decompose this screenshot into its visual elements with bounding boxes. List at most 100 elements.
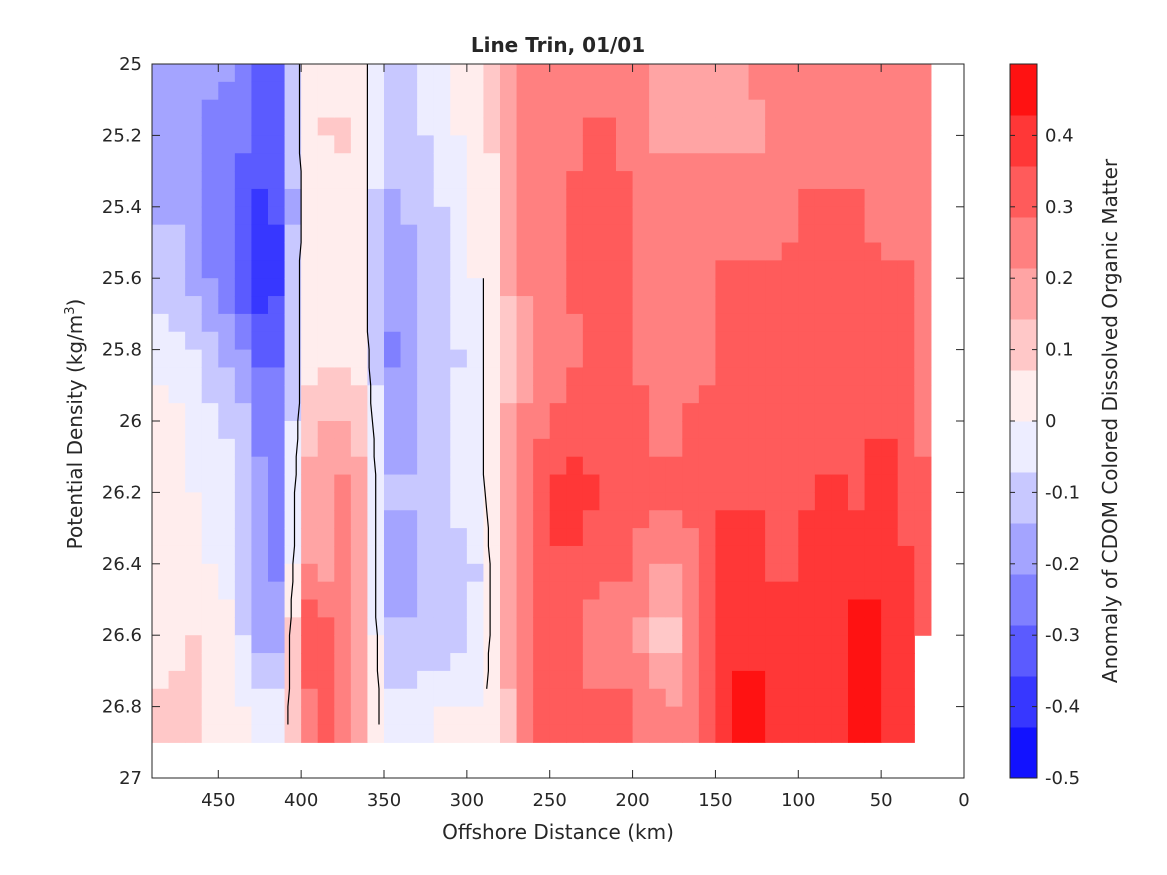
contour-cell (516, 528, 534, 547)
contour-cell (715, 403, 733, 422)
contour-cell (417, 135, 435, 154)
contour-cell (848, 421, 866, 440)
contour-cell (334, 135, 352, 154)
contour-cell (367, 438, 385, 458)
contour-cell (732, 688, 750, 708)
contour-cell (201, 153, 219, 172)
contour-cell (549, 724, 567, 743)
contour-cell (317, 135, 335, 154)
contour-cell (781, 617, 799, 636)
contour-cell (218, 81, 236, 101)
contour-cell (201, 296, 219, 315)
contour-cell (500, 474, 518, 493)
contour-cell (632, 688, 650, 708)
contour-cell (864, 99, 882, 119)
contour-cell (632, 260, 650, 279)
contour-cell (616, 260, 634, 279)
contour-cell (218, 670, 236, 690)
contour-cell (168, 64, 186, 83)
contour-cell (798, 563, 816, 583)
contour-cell (549, 367, 567, 386)
contour-cell (715, 456, 733, 476)
contour-cell (632, 706, 650, 726)
contour-cell (715, 313, 733, 333)
contour-cell (599, 349, 617, 369)
contour-cell (334, 653, 352, 672)
contour-cell (814, 403, 833, 422)
contour-cell (450, 510, 468, 529)
contour-cell (251, 635, 269, 654)
contour-cell (301, 188, 319, 208)
contour-cell (251, 331, 269, 351)
contour-cell (814, 724, 833, 743)
contour-cell (268, 260, 286, 279)
contour-cell (268, 688, 286, 708)
contour-cell (400, 581, 418, 601)
contour-cell (317, 581, 335, 601)
contour-cell (897, 349, 915, 369)
contour-cell (682, 528, 700, 547)
contour-cell (433, 617, 451, 636)
contour-cell (284, 635, 302, 654)
contour-cell (698, 81, 717, 101)
contour-cell (500, 117, 518, 136)
contour-cell (251, 510, 269, 529)
contour-cell (864, 81, 882, 101)
contour-cell (301, 617, 319, 636)
contour-cell (201, 135, 219, 154)
y-tick-label: 25 (119, 54, 142, 75)
y-tick-label: 25.4 (102, 197, 142, 218)
contour-cell (433, 706, 451, 726)
contour-cell (698, 492, 717, 511)
contour-cell (649, 688, 667, 708)
contour-cell (400, 224, 418, 244)
contour-cell (500, 188, 518, 208)
contour-cell (616, 117, 634, 136)
contour-cell (400, 117, 418, 136)
contour-cell (234, 188, 253, 208)
contour-cell (350, 545, 369, 565)
contour-cell (682, 581, 700, 601)
contour-cell (599, 385, 617, 404)
contour-cell (897, 492, 915, 511)
contour-cell (466, 349, 485, 369)
contour-cell (781, 528, 799, 547)
contour-cell (234, 706, 253, 726)
contour-cell (384, 706, 402, 726)
contour-cell (566, 403, 584, 422)
contour-cell (732, 278, 750, 297)
contour-cell (533, 278, 551, 297)
contour-cell (500, 492, 518, 511)
contour-cell (268, 456, 286, 476)
contour-cell (384, 367, 402, 386)
contour-cell (384, 474, 402, 493)
contour-cell (533, 296, 551, 315)
contour-cell (781, 81, 799, 101)
contour-cell (417, 64, 435, 83)
contour-cell (897, 563, 915, 583)
contour-cell (715, 331, 733, 351)
contour-cell (400, 724, 418, 743)
contour-cell (831, 171, 849, 190)
contour-cell (152, 331, 170, 351)
contour-cell (533, 242, 551, 261)
contour-cell (466, 385, 485, 404)
contour-cell (218, 563, 236, 583)
contour-cell (715, 492, 733, 511)
contour-cell (831, 635, 849, 654)
contour-cell (649, 224, 667, 244)
contour-cell (152, 117, 170, 136)
contour-cell (848, 456, 866, 476)
contour-cell (748, 349, 766, 369)
contour-cell (765, 545, 783, 565)
contour-cell (715, 135, 733, 154)
contour-cell (417, 456, 435, 476)
y-axis-title: Potential Density (kg/m3) (63, 299, 87, 550)
contour-cell (483, 99, 501, 119)
contour-cell (317, 653, 335, 672)
contour-cell (798, 135, 816, 154)
contour-cell (831, 688, 849, 708)
contour-cell (152, 81, 170, 101)
contour-cell (864, 706, 882, 726)
contour-cell (483, 510, 501, 529)
